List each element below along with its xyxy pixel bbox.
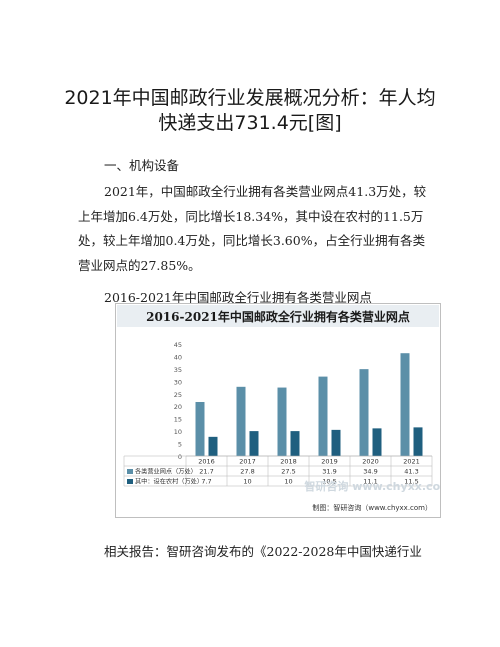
x-tick-label: 2017 — [239, 458, 256, 466]
y-tick-label: 20 — [174, 403, 182, 411]
bar-chart: 2016-2021年中国邮政全行业拥有各类营业网点 0 5 10 15 20 25 30 35 4… — [117, 305, 440, 512]
x-tick-label: 2020 — [362, 458, 379, 466]
title-line-1: 2021年中国邮政行业发展概况分析：年人均 — [64, 87, 436, 109]
chart-source: 制图：智研咨询（www.chyxx.com） — [312, 503, 432, 512]
data-label: 21.7 — [199, 468, 213, 476]
data-label: 10 — [243, 478, 251, 486]
x-tick-label: 2016 — [198, 458, 215, 466]
y-tick-label: 45 — [174, 341, 182, 349]
data-label: 10.5 — [322, 478, 336, 486]
bar-total — [277, 387, 287, 456]
y-tick-label: 35 — [174, 366, 182, 374]
data-label: 11.5 — [404, 478, 418, 486]
bar-rural — [331, 429, 341, 456]
bar-rural — [208, 436, 218, 456]
legend-swatch — [127, 469, 133, 474]
bar-rural — [249, 431, 259, 456]
data-label: 11.1 — [363, 478, 377, 486]
body-paragraph: 2021年，中国邮政全行业拥有各类营业网点41.3万处，较上年增加6.4万处，同… — [78, 184, 427, 273]
bar-total — [236, 386, 246, 456]
article-title: 2021年中国邮政行业发展概况分析：年人均 快递支出731.4元[图] — [40, 86, 460, 136]
data-label: 27.8 — [240, 468, 254, 476]
title-line-2: 快递支出731.4元[图] — [158, 112, 342, 134]
data-label: 10 — [284, 478, 292, 486]
y-tick-label: 5 — [178, 441, 182, 449]
data-label: 41.3 — [404, 468, 418, 476]
data-label: 27.5 — [281, 468, 295, 476]
chart-container: 2016-2021年中国邮政全行业拥有各类营业网点 0 5 10 15 20 25 30 35 4… — [115, 303, 441, 518]
x-tick-label: 2018 — [280, 458, 297, 466]
legend-label: 各类营业网点（万处） — [135, 468, 197, 476]
legend-label: 其中：设在农村（万处） — [135, 478, 203, 486]
y-tick-label: 25 — [174, 391, 182, 399]
bar-rural — [372, 428, 382, 456]
y-tick-label: 15 — [174, 416, 182, 424]
bar-total — [318, 376, 328, 456]
section-heading: 一、机构设备 — [104, 158, 180, 173]
watermark-text: 智研咨询 www.chyxx.com — [304, 479, 440, 493]
bar-total — [359, 369, 369, 456]
bar-total — [195, 401, 205, 456]
legend-swatch — [127, 479, 133, 484]
y-tick-label: 10 — [174, 428, 182, 436]
y-tick-label: 0 — [178, 453, 182, 461]
bar-rural — [290, 431, 300, 456]
data-label: 34.9 — [363, 468, 377, 476]
related-report-text: 相关报告：智研咨询发布的《2022-2028年中国快递行业 — [104, 544, 422, 559]
y-tick-label: 40 — [174, 353, 182, 361]
bar-rural — [413, 427, 423, 456]
x-tick-label: 2021 — [403, 458, 420, 466]
chart-title: 2016-2021年中国邮政全行业拥有各类营业网点 — [146, 309, 410, 324]
chart-title-band — [117, 305, 439, 327]
figure-caption: 2016-2021年中国邮政全行业拥有各类营业网点 — [104, 290, 372, 305]
data-label: 7.7 — [201, 478, 211, 486]
x-tick-label: 2019 — [321, 458, 338, 466]
y-tick-label: 30 — [174, 378, 182, 386]
data-label: 31.9 — [322, 468, 336, 476]
bar-total — [400, 353, 410, 456]
